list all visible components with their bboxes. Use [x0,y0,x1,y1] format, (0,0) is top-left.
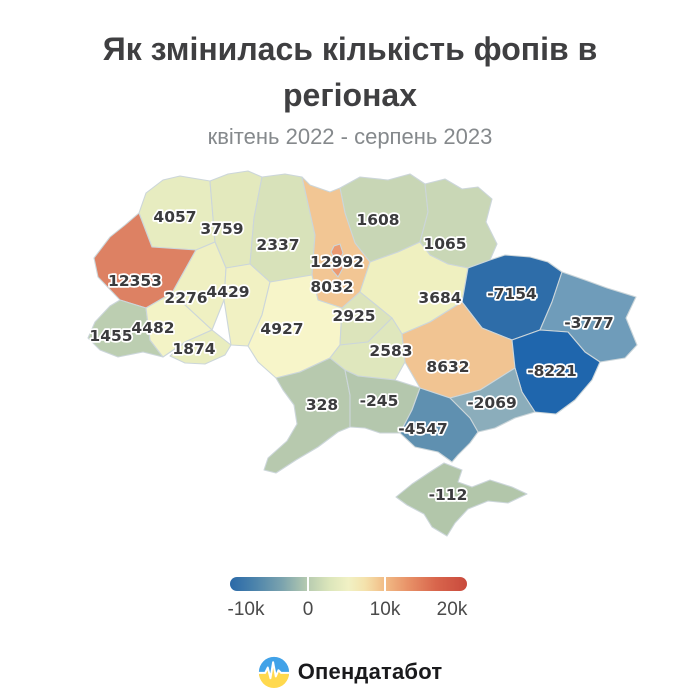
legend-label-10k: 10k [369,599,401,620]
value-label-odesa: 328 [306,396,338,414]
value-label-volyn: 4057 [153,208,196,226]
value-label-kyiv-city: 12992 [310,253,364,271]
value-label-ivano-frankivsk: 4482 [131,319,174,337]
region-chernivtsi[interactable] [169,329,232,365]
value-label-kharkiv: -7154 [487,285,537,303]
value-label-kherson: -4547 [398,420,448,438]
value-label-donetsk: -8221 [527,362,577,380]
value-label-chernihiv: 1608 [356,211,399,229]
value-label-vinnytsia: 4927 [260,320,303,338]
value-label-kirovohrad: 2583 [369,342,412,360]
page-subtitle: квітень 2022 - серпень 2023 [207,124,493,149]
region-mykolaiv[interactable] [344,369,421,434]
legend-gradient-bar [230,577,467,591]
value-label-cherkasy: 2925 [332,307,375,325]
value-label-khmelnytskyi: 4429 [206,283,249,301]
footer-brand: Опендатабот [0,656,700,688]
map-value-labels: 4057 3759 2337 1608 1065 12992 8032 1235… [88,206,616,505]
map-regions [87,170,638,537]
value-label-crimea: -112 [429,486,468,504]
region-crimea[interactable] [395,462,528,537]
logo-pulse-line [257,661,290,680]
legend-labels: -10k 0 10k 20k [227,599,468,623]
header: Як змінилась кількість фопів в регіонах … [0,26,700,150]
region-kherson[interactable] [399,387,479,463]
value-label-zaporizhzhia: -2069 [467,394,517,412]
legend-label-zero: 0 [302,599,314,620]
opendatabot-logo-icon [257,656,290,688]
color-scale-legend: -10k 0 10k 20k [227,577,468,627]
value-label-zakarpattia: 1455 [89,327,132,345]
value-label-poltava: 3684 [418,289,461,307]
value-label-sumy: 1065 [423,235,466,253]
region-kyiv-city[interactable] [330,243,344,278]
value-label-kyiv-oblast: 8032 [310,278,353,296]
page-title-line2: регіонах [282,77,418,113]
value-label-dnipro: 8632 [426,358,469,376]
value-label-chernivtsi: 1874 [172,340,215,358]
value-label-mykolaiv: -245 [360,392,399,410]
value-label-ternopil: 2276 [164,289,207,307]
logo-circle-yellow-half [258,662,289,688]
value-label-zhytomyr: 2337 [256,236,299,254]
region-donetsk[interactable] [511,329,601,415]
legend-tick-zero [307,577,309,591]
legend-label-minus10k: -10k [227,599,265,620]
legend-label-20k: 20k [436,599,468,620]
region-sumy[interactable] [419,178,498,269]
value-label-lviv: 12353 [108,272,162,290]
legend-tick-10k [384,577,386,591]
brand-name: Опендатабот [297,659,443,684]
value-label-rivne: 3759 [200,220,243,238]
page-title-line1: Як змінилась кількість фопів в [102,31,598,67]
value-label-luhansk: -3777 [564,314,614,332]
